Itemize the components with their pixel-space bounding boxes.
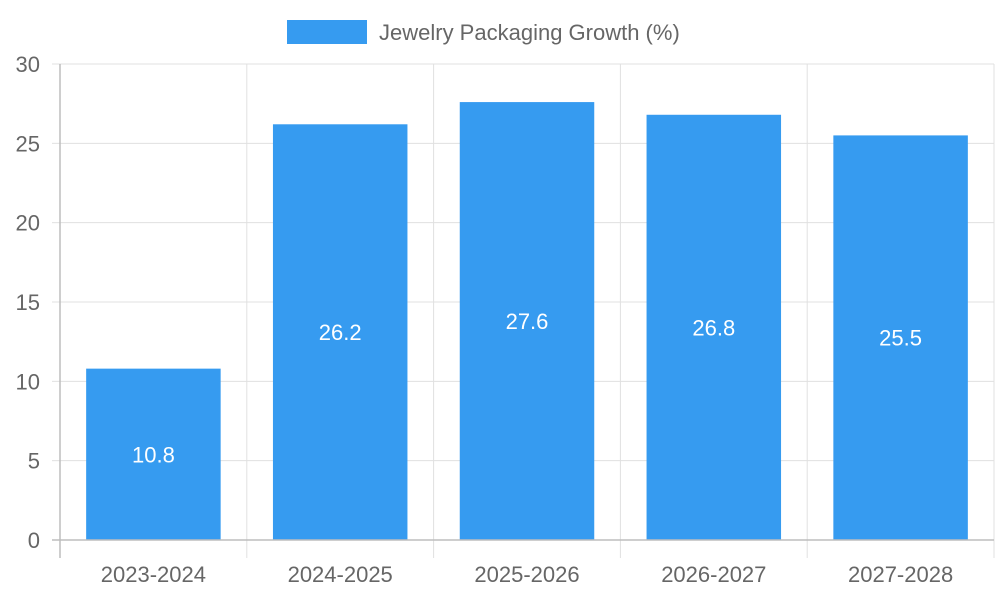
x-tick-label: 2027-2028 [848,562,953,587]
x-tick-label: 2026-2027 [661,562,766,587]
y-tick-label: 0 [28,528,40,553]
data-label: 10.8 [132,442,175,467]
y-tick-label: 5 [28,449,40,474]
y-tick-label: 15 [16,290,40,315]
bar-2023-2024[interactable] [86,368,221,540]
data-label: 26.8 [692,315,735,340]
bars [86,102,968,541]
axes: 0 5 10 15 20 25 30 2023-2024 2024-2025 2025-2026 2… [16,52,995,587]
legend[interactable]: Jewelry Packaging Growth (%) [287,20,680,45]
data-label: 26.2 [319,320,362,345]
legend-swatch[interactable] [287,20,367,44]
x-tick-label: 2023-2024 [101,562,206,587]
y-tick-label: 20 [16,211,40,236]
data-label: 25.5 [879,326,922,351]
y-tick-label: 30 [16,52,40,77]
y-tick-label: 10 [16,369,40,394]
bar-2027-2028[interactable] [833,135,968,540]
legend-label[interactable]: Jewelry Packaging Growth (%) [379,20,680,45]
y-tick-label: 25 [16,131,40,156]
data-labels: 10.8 26.2 27.6 26.8 25.5 [132,309,922,467]
data-label: 27.6 [506,309,549,334]
x-tick-label: 2024-2025 [288,562,393,587]
bar-2025-2026[interactable] [459,102,595,540]
bar-2024-2025[interactable] [272,124,408,540]
bar-2026-2027[interactable] [646,114,782,541]
x-tick-label: 2025-2026 [474,562,579,587]
